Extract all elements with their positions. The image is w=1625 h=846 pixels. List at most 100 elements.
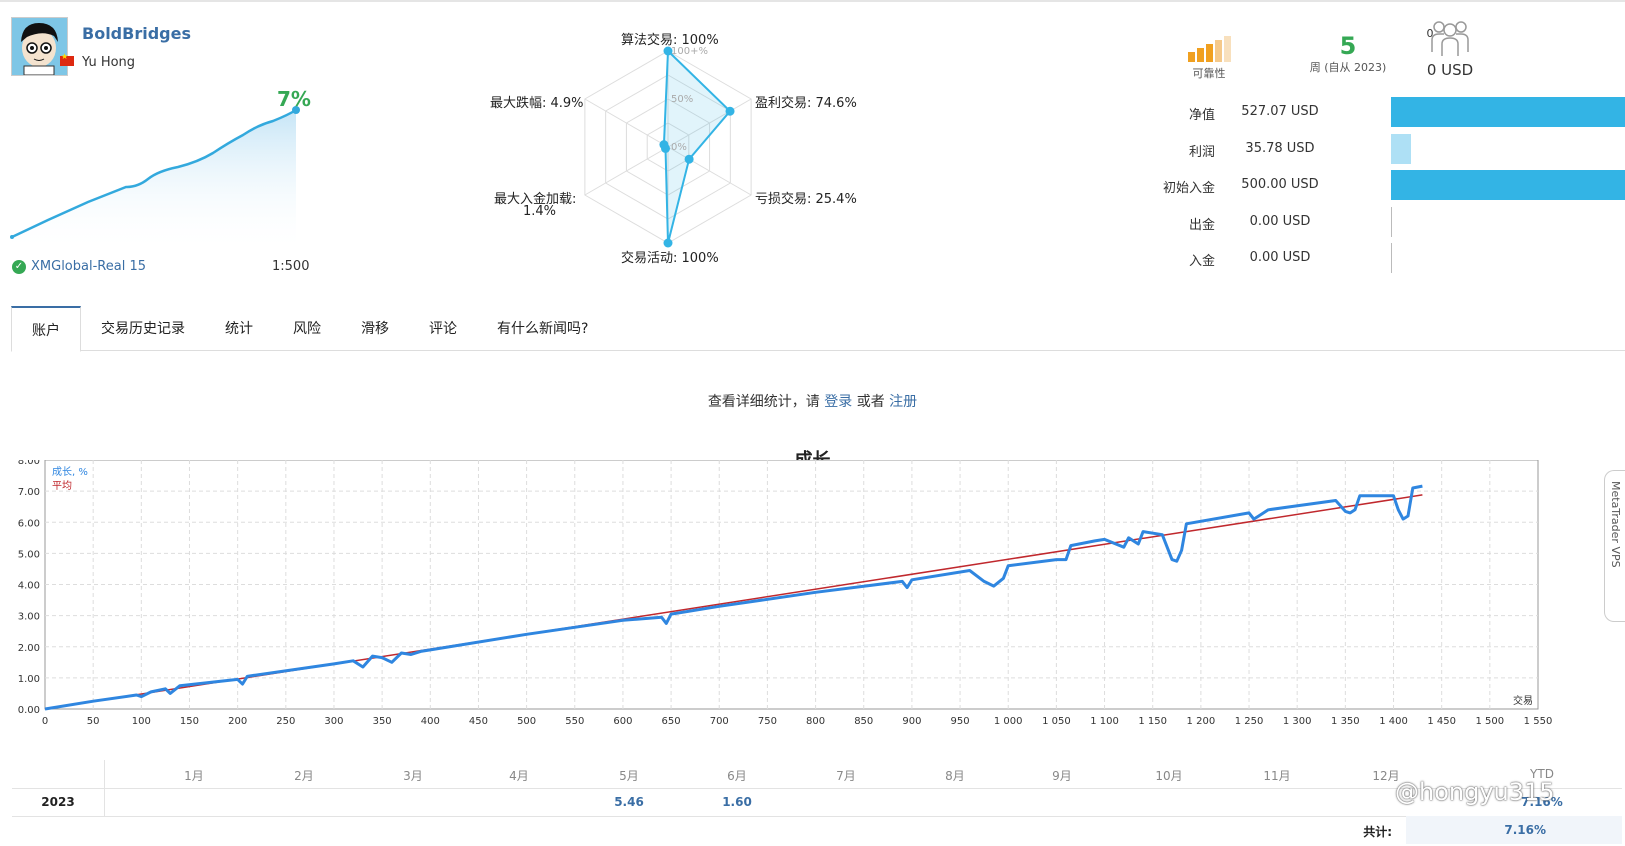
subscribers-indicator[interactable]: 0 0 USD [1408, 18, 1492, 79]
y-tick-label: 1.00 [18, 674, 40, 685]
y-tick-label: 2.00 [18, 643, 40, 654]
login-prompt: 查看详细统计，请 登录 或者 注册 [0, 391, 1625, 411]
radar-axis [584, 98, 669, 148]
radar-label-drawdown: 最大跌幅: 4.9% [490, 96, 584, 111]
broker-name[interactable]: XMGlobal-Real 15 [31, 259, 146, 274]
x-tick-label: 1 200 [1187, 716, 1216, 727]
reliability-label: 可靠性 [1192, 67, 1226, 80]
register-link[interactable]: 注册 [889, 394, 918, 410]
growth-line [44, 484, 1423, 711]
tab-2[interactable]: 统计 [225, 321, 253, 337]
balance-row: 入金 0.00 USD [1110, 243, 1615, 273]
verified-shield-icon: ✓ [12, 259, 26, 274]
month-header: 1月 [184, 769, 204, 783]
metatrader-vps-side-tab[interactable]: MetaTrader VPS [1604, 470, 1625, 622]
subscribers-value: 0 USD [1426, 61, 1474, 79]
radar-label-deposit-load-value: 1.4% [523, 204, 557, 219]
month-header: 7月 [836, 769, 856, 783]
y-tick-label: 7.00 [18, 487, 40, 498]
radar-scale-0: 0% [671, 142, 687, 153]
balance-bar [1391, 207, 1392, 237]
tab-1[interactable]: 交易历史记录 [101, 321, 185, 337]
radar-label-profit: 盈利交易: 74.6% [755, 96, 857, 111]
x-tick-label: 0 [42, 716, 48, 727]
mini-growth-line [11, 108, 297, 239]
x-tick-label: 1 100 [1090, 716, 1119, 727]
x-tick-label: 1 350 [1331, 716, 1360, 727]
tab-5[interactable]: 评论 [429, 321, 457, 337]
x-axis-label: 交易 [1513, 694, 1533, 707]
x-tick-label: 1 250 [1235, 716, 1264, 727]
radar-axis [584, 146, 669, 196]
y-tick-label: 8.00 [18, 460, 40, 467]
balance-value: 500.00 USD [1241, 177, 1319, 192]
balance-value: 527.07 USD [1241, 104, 1319, 119]
radar-point [725, 106, 735, 116]
x-tick-label: 850 [854, 716, 873, 727]
reliability-bars-icon [1188, 36, 1231, 62]
mini-growth-start-point [10, 235, 14, 239]
radar-axis [667, 98, 752, 148]
reliability-indicator[interactable]: 可靠性 [1178, 36, 1240, 81]
subscribers-count: 0 [1426, 27, 1434, 40]
broker-server[interactable]: ✓ XMGlobal-Real 15 [12, 259, 146, 274]
balance-value: 0.00 USD [1249, 214, 1311, 229]
x-tick-label: 1 050 [1042, 716, 1071, 727]
login-link[interactable]: 登录 [824, 394, 853, 410]
month-header: 2月 [294, 769, 314, 783]
tab-4[interactable]: 滑移 [361, 321, 389, 337]
radar-point [684, 154, 694, 164]
tab-6[interactable]: 有什么新闻吗? [497, 321, 589, 337]
month-header: 9月 [1052, 769, 1072, 783]
leverage: 1:500 [272, 259, 310, 274]
balance-value: 0.00 USD [1249, 250, 1311, 265]
x-tick-label: 1 500 [1476, 716, 1505, 727]
radar-point [663, 238, 673, 248]
radar-chart: 算法交易: 100% 盈利交易: 74.6% 亏损交易: 25.4% 交易活动:… [490, 25, 890, 285]
month-value: 7.16% [1521, 795, 1563, 809]
months-header-row: 1月 2月 3月 4月 5月 6月 7月 8月 9月 10月 11月 12月 YTD [12, 760, 1622, 816]
growth-chart[interactable]: 0 50 100 150 200 250 300 350 400 450 500 550 600 650 7… [0, 460, 1625, 760]
mini-growth-chart [10, 106, 300, 253]
vps-tab-label: MetaTrader VPS [1609, 481, 1622, 568]
month-header: 12月 [1372, 769, 1400, 783]
tab-0[interactable]: 账户 [11, 306, 81, 352]
balance-label: 入金 [1188, 254, 1215, 269]
x-tick-label: 1 300 [1283, 716, 1312, 727]
total-row: 共计: 7.16% [12, 816, 1622, 844]
radar-label-algo: 算法交易: 100% [621, 33, 719, 48]
x-tick-label: 900 [902, 716, 921, 727]
x-tick-label: 150 [180, 716, 199, 727]
radar-axis [667, 146, 752, 196]
month-value: 1.60 [722, 795, 752, 809]
x-tick-label: 400 [421, 716, 440, 727]
x-tick-label: 800 [806, 716, 825, 727]
tab-3[interactable]: 风险 [293, 321, 321, 337]
x-tick-label: 1 150 [1138, 716, 1167, 727]
china-flag-icon [60, 52, 74, 66]
x-tick-label: 700 [710, 716, 729, 727]
weeks-value: 5 [1339, 32, 1357, 60]
x-tick-label: 300 [324, 716, 343, 727]
x-tick-label: 250 [276, 716, 295, 727]
total-label: 共计: [1363, 825, 1392, 839]
radar-point [663, 46, 673, 56]
tab-bar: 账户 交易历史记录 统计 风险 滑移 评论 有什么新闻吗? [11, 306, 1625, 352]
month-header: 4月 [509, 769, 529, 783]
y-tick-label: 3.00 [18, 612, 40, 623]
x-tick-label: 750 [758, 716, 777, 727]
x-tick-label: 1 400 [1379, 716, 1408, 727]
balance-row: 净值 527.07 USD [1110, 97, 1625, 127]
avatar[interactable] [11, 17, 68, 76]
x-tick-label: 950 [951, 716, 970, 727]
user-name-link[interactable]: BoldBridges [82, 24, 191, 43]
month-header: 6月 [727, 769, 747, 783]
weeks-label: 周 (自从 2023) [1309, 61, 1387, 74]
y-tick-label: 0.00 [18, 705, 40, 716]
weeks-indicator: 5 周 (自从 2023) [1298, 33, 1398, 75]
growth-percent: 7% [277, 87, 311, 111]
month-header: 5月 [619, 769, 639, 783]
x-tick-label: 1 450 [1427, 716, 1456, 727]
year-label: 2023 [41, 795, 75, 809]
balance-value: 35.78 USD [1245, 141, 1315, 156]
